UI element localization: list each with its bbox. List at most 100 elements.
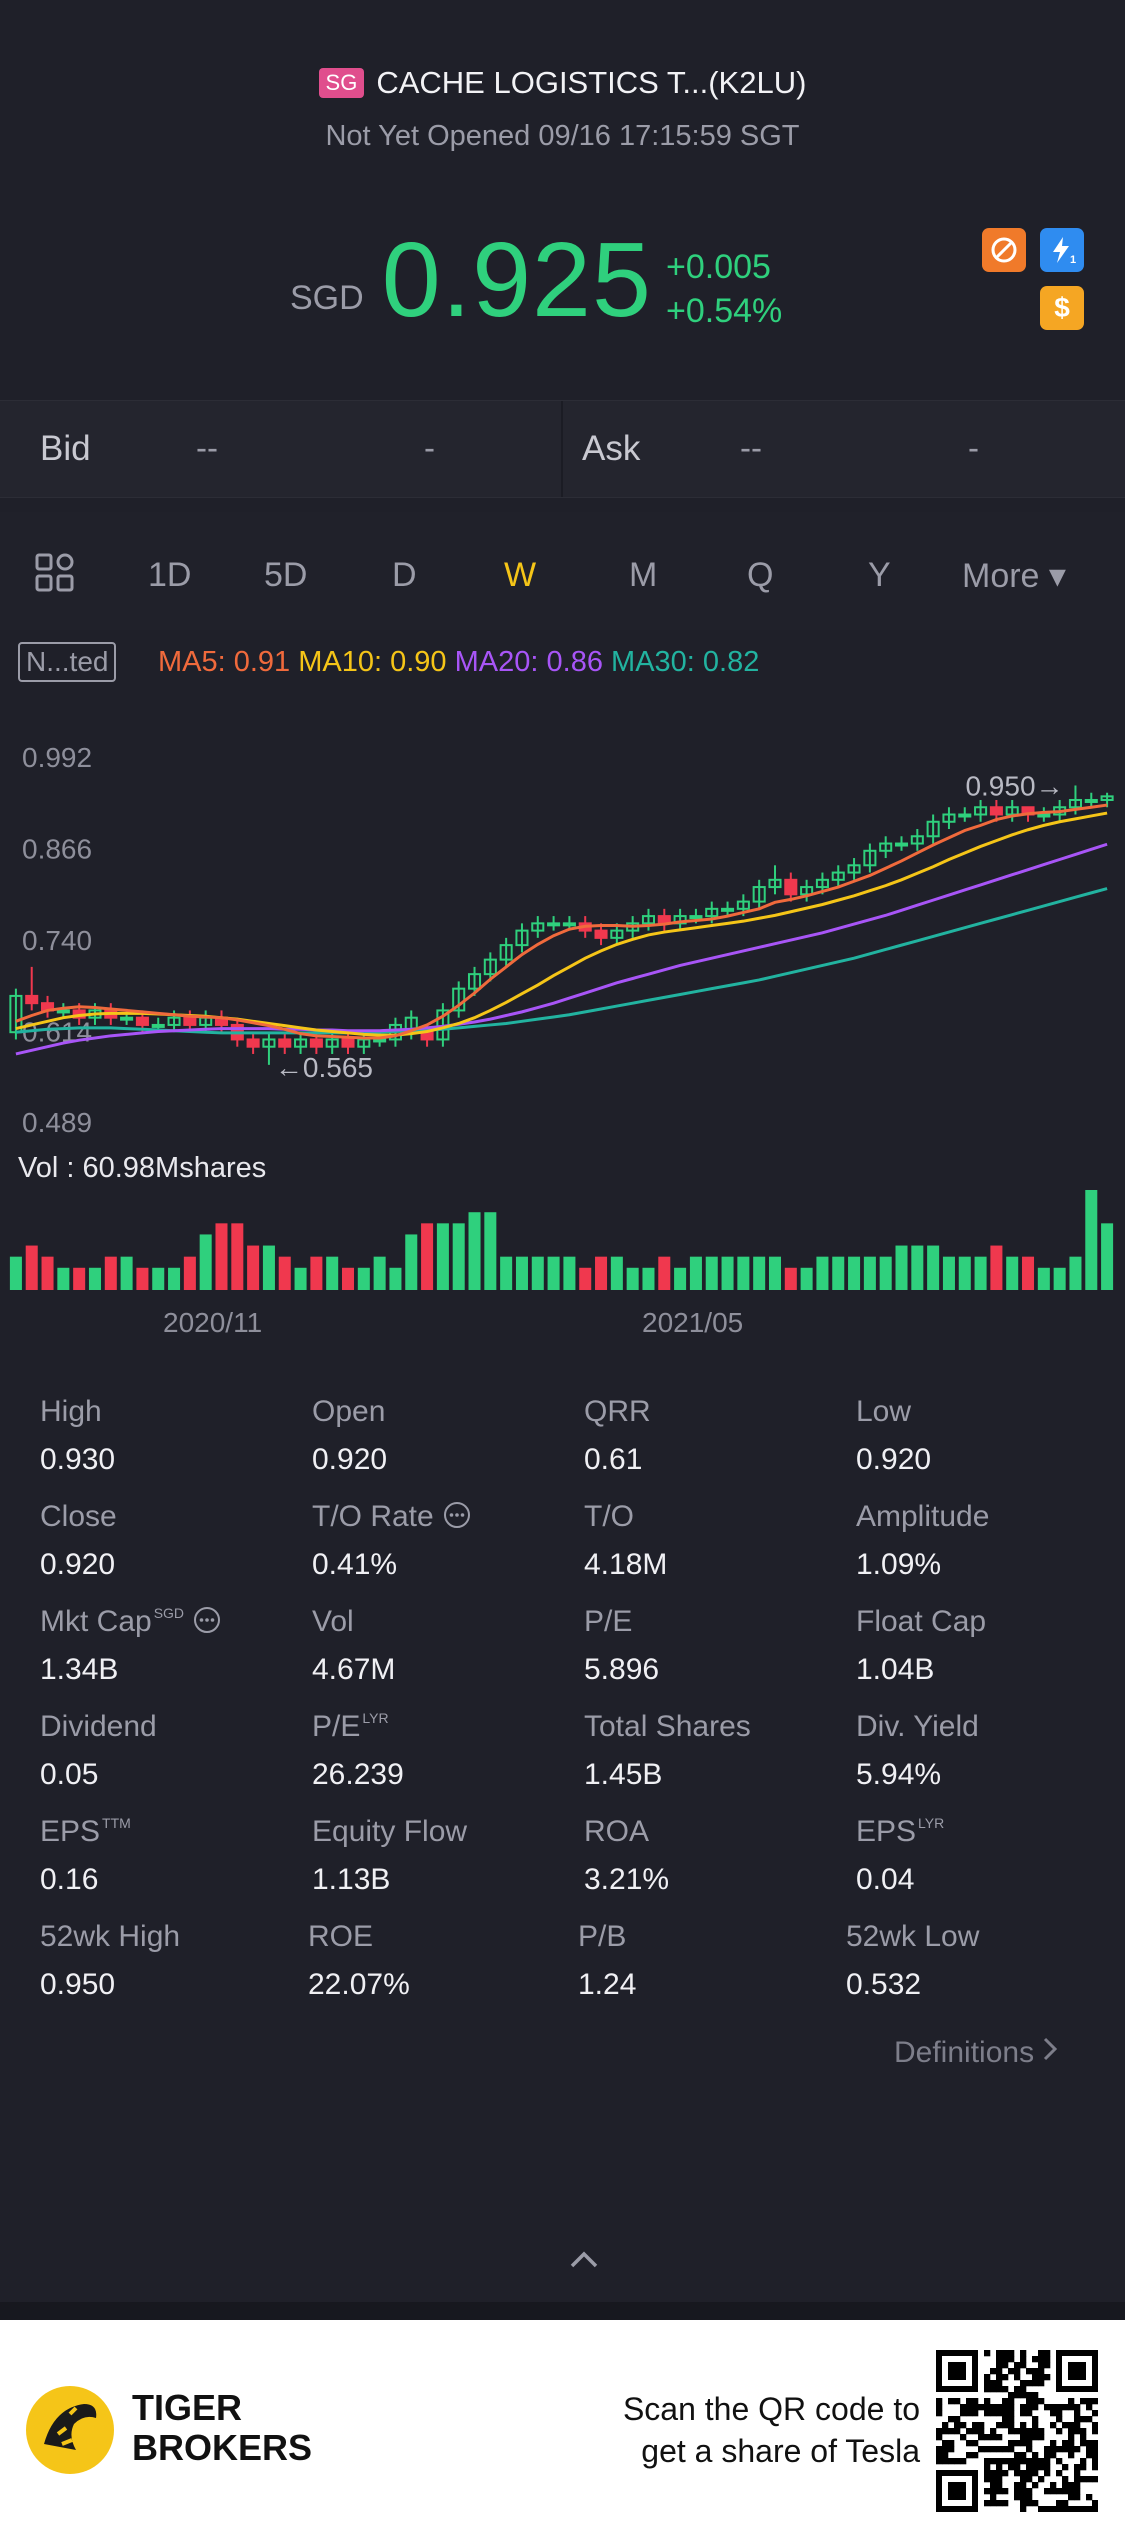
- qr-module: [1026, 2398, 1033, 2405]
- no-short-icon[interactable]: [982, 228, 1026, 272]
- tab-y[interactable]: Y: [868, 556, 891, 594]
- qr-module: [1038, 2464, 1045, 2471]
- cta-line2: get a share of Tesla: [641, 2433, 920, 2469]
- stat-label: Equity Flow: [312, 1815, 467, 1849]
- qr-module: [1032, 2398, 1039, 2405]
- qr-module: [1020, 2380, 1027, 2387]
- qr-module: [1068, 2404, 1075, 2411]
- stat-value: 5.94%: [856, 1758, 942, 1791]
- candle-body: [373, 1038, 387, 1043]
- qr-module: [1020, 2458, 1027, 2465]
- tab-1d[interactable]: 1D: [148, 556, 192, 594]
- dollar-icon[interactable]: $: [1040, 286, 1084, 330]
- stat-value: 0.920: [856, 1443, 932, 1476]
- qr-module: [1056, 2506, 1063, 2512]
- price-chart[interactable]: 0.9920.8660.7400.6140.4890.950→←0.565Vol…: [0, 630, 1125, 1350]
- candle-body: [167, 1016, 181, 1026]
- qr-module: [996, 2434, 1003, 2441]
- qr-module: [1032, 2422, 1039, 2429]
- qr-finder: [948, 2482, 966, 2500]
- volume-bar: [737, 1256, 750, 1290]
- lightning-1-icon[interactable]: 1: [1040, 228, 1084, 272]
- tab-q[interactable]: Q: [747, 556, 774, 594]
- tab-5d[interactable]: 5D: [264, 556, 308, 594]
- qr-module: [1062, 2506, 1069, 2512]
- grid-icon[interactable]: [34, 552, 76, 599]
- definitions-label: Definitions: [894, 2036, 1035, 2069]
- info-icon[interactable]: [184, 1605, 222, 1638]
- qr-module: [1008, 2422, 1015, 2429]
- candle-body: [309, 1038, 323, 1048]
- promo-footer: TIGER BROKERS Scan the QR code to get a …: [0, 2320, 1125, 2539]
- qr-module: [1032, 2470, 1039, 2477]
- qr-module: [1038, 2428, 1045, 2435]
- qr-module: [1026, 2428, 1033, 2435]
- stat-label: Float Cap: [856, 1605, 986, 1639]
- qr-module: [1026, 2434, 1033, 2441]
- info-icon[interactable]: [434, 1500, 472, 1533]
- qr-module: [1008, 2398, 1015, 2405]
- qr-module: [1056, 2500, 1063, 2507]
- stat-value: 22.07%: [308, 1968, 410, 2001]
- volume-bar: [231, 1223, 244, 1290]
- ma10-label: MA10: 0.90: [298, 646, 447, 678]
- y-tick-label: 0.992: [22, 742, 92, 773]
- qr-module: [948, 2416, 955, 2423]
- volume-bar: [800, 1267, 813, 1290]
- last-price: 0.925: [381, 221, 652, 339]
- volume-bar: [152, 1267, 165, 1290]
- qr-module: [1050, 2488, 1057, 2495]
- qr-module: [990, 2470, 997, 2477]
- qr-module: [1092, 2458, 1098, 2465]
- stat-value: 0.41%: [312, 1548, 398, 1581]
- qr-module: [1038, 2458, 1045, 2465]
- tab-d[interactable]: D: [392, 556, 417, 594]
- volume-bar: [326, 1256, 339, 1290]
- chevron-up-icon[interactable]: [568, 2248, 600, 2275]
- stat-label-superscript: LYR: [918, 1815, 945, 1831]
- volume-bar: [294, 1267, 307, 1290]
- qr-module: [1086, 2404, 1093, 2411]
- qr-module: [960, 2410, 967, 2417]
- adjust-badge[interactable]: N...ted: [18, 642, 117, 682]
- qr-module: [954, 2398, 961, 2405]
- qr-module: [996, 2404, 1003, 2411]
- candle-body: [515, 929, 529, 947]
- volume-bar: [421, 1223, 434, 1290]
- tab-m[interactable]: M: [629, 556, 658, 594]
- qr-code[interactable]: [936, 2350, 1098, 2512]
- bid-ask-panel: Bid -- - Ask -- -: [0, 400, 1125, 498]
- qr-module: [1014, 2488, 1021, 2495]
- qr-module: [942, 2422, 949, 2429]
- qr-module: [966, 2452, 973, 2459]
- qr-module: [1020, 2422, 1027, 2429]
- qr-module: [1038, 2368, 1045, 2375]
- tab-w[interactable]: W: [504, 556, 537, 594]
- tiger-logo-icon: [24, 2384, 116, 2481]
- qr-module: [1032, 2392, 1039, 2399]
- qr-module: [1020, 2476, 1027, 2483]
- volume-bar: [911, 1245, 924, 1290]
- volume-bar: [1037, 1267, 1050, 1290]
- qr-module: [1050, 2410, 1057, 2417]
- candle-body: [547, 922, 561, 927]
- qr-module: [954, 2428, 961, 2435]
- qr-module: [1050, 2440, 1057, 2447]
- qr-module: [1020, 2350, 1027, 2357]
- qr-module: [1032, 2374, 1039, 2381]
- qr-module: [1068, 2422, 1075, 2429]
- qr-module: [1020, 2500, 1027, 2507]
- qr-module: [1020, 2410, 1027, 2417]
- qr-cta: Scan the QR code to get a share of Tesla: [560, 2388, 920, 2472]
- stat-label: P/E: [584, 1605, 632, 1639]
- qr-module: [996, 2482, 1003, 2489]
- candle-body: [262, 1038, 276, 1048]
- qr-module: [1020, 2452, 1027, 2459]
- stat-label-text: Vol: [312, 1605, 354, 1638]
- tab-more[interactable]: More ▾: [962, 557, 1066, 595]
- qr-module: [1044, 2470, 1051, 2477]
- definitions-link[interactable]: Definitions: [894, 2036, 1060, 2070]
- candle-body: [942, 813, 956, 823]
- qr-module: [1008, 2446, 1015, 2453]
- stat-label-text: Div. Yield: [856, 1710, 979, 1743]
